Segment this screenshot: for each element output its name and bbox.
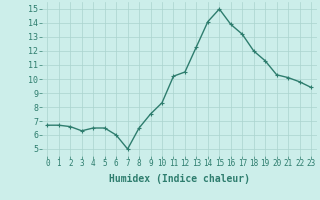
X-axis label: Humidex (Indice chaleur): Humidex (Indice chaleur) (109, 174, 250, 184)
